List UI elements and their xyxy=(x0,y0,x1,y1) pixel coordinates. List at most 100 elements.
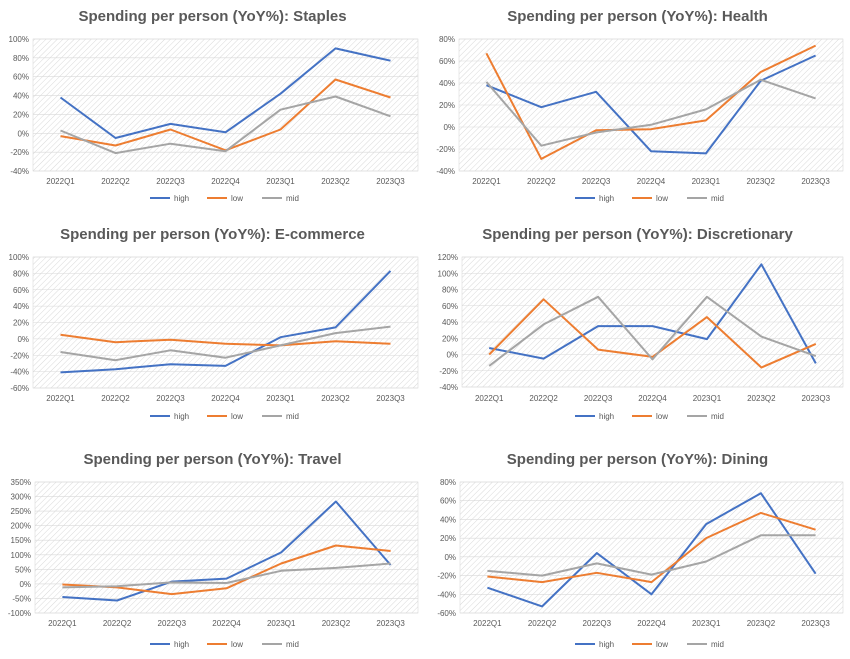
legend-label: mid xyxy=(711,412,724,421)
y-tick-label: 60% xyxy=(442,302,458,311)
chart-title: Spending per person (YoY%): Dining xyxy=(506,451,769,468)
x-tick-label: 2022Q4 xyxy=(637,619,666,628)
x-tick-label: 2023Q3 xyxy=(801,177,830,186)
y-tick-label: -20% xyxy=(437,572,456,581)
y-tick-label: 80% xyxy=(439,35,455,44)
legend-label: high xyxy=(599,640,614,649)
line-chart-svg: -40% -20% 0% 20% 40% 60% 80% 100% 120% 2022Q1 2022… xyxy=(438,253,844,421)
x-tick-label: 2023Q3 xyxy=(376,619,405,628)
plot-area xyxy=(32,38,419,172)
plot-area xyxy=(459,481,844,614)
y-tick-label: -20% xyxy=(10,351,29,360)
x-tick-label: 2022Q3 xyxy=(156,394,185,403)
y-tick-label: -40% xyxy=(10,167,29,176)
x-tick-label: 2023Q1 xyxy=(267,619,296,628)
chart-panel: Spending per person (YoY%): Travel -100% -… xyxy=(0,436,425,654)
chart-title: Spending per person (YoY%): Discretionar… xyxy=(482,226,793,243)
x-tick-label: 2023Q2 xyxy=(321,394,350,403)
series-line-mid xyxy=(62,562,391,589)
y-tick-label: 80% xyxy=(442,286,458,295)
y-tick-label: 80% xyxy=(440,478,456,487)
chart-title: Spending per person (YoY%): Health xyxy=(507,8,768,25)
x-tick-label: 2022Q2 xyxy=(529,394,558,403)
x-tick-label: 2023Q2 xyxy=(321,177,350,186)
y-tick-label: 60% xyxy=(13,286,29,295)
x-tick-label: 2022Q3 xyxy=(156,177,185,186)
series-line-low xyxy=(487,511,816,584)
y-tick-label: 0% xyxy=(19,580,31,589)
y-tick-label: 150% xyxy=(11,536,31,545)
x-tick-label: 2023Q1 xyxy=(266,177,295,186)
y-tick-label: 0% xyxy=(444,553,456,562)
y-tick-label: 20% xyxy=(13,110,29,119)
y-tick-label: 0% xyxy=(17,129,29,138)
y-tick-label: 40% xyxy=(13,92,29,101)
line-chart-svg: -40% -20% 0% 20% 40% 60% 80% 100% 2022Q1 2022Q2 20… xyxy=(9,35,419,203)
x-tick-label: 2023Q3 xyxy=(802,394,831,403)
series-line-low xyxy=(485,44,817,160)
x-tick-label: 2022Q2 xyxy=(101,394,130,403)
y-tick-label: 100% xyxy=(9,35,29,44)
y-tick-label: 200% xyxy=(11,522,31,531)
x-tick-label: 2023Q1 xyxy=(692,177,721,186)
y-tick-label: 80% xyxy=(13,269,29,278)
x-tick-label: 2023Q3 xyxy=(376,177,405,186)
line-chart-svg: -40% -20% 0% 20% 40% 60% 80% 2022Q1 2022Q2 2022Q3… xyxy=(436,35,844,203)
x-tick-label: 2023Q3 xyxy=(376,394,405,403)
y-tick-label: -60% xyxy=(437,609,456,618)
x-tick-label: 2022Q4 xyxy=(212,619,241,628)
series-line-high xyxy=(489,263,817,364)
y-tick-label: 60% xyxy=(440,497,456,506)
y-tick-label: 100% xyxy=(438,269,458,278)
series-line-high xyxy=(60,270,392,374)
x-tick-label: 2022Q1 xyxy=(46,394,75,403)
y-tick-label: 20% xyxy=(13,319,29,328)
x-tick-label: 2022Q3 xyxy=(158,619,187,628)
line-chart-svg: -100% -50% 0% 50% 100% 150% 200% 250% 300% 350% 20… xyxy=(8,478,419,649)
x-tick-label: 2023Q1 xyxy=(692,619,721,628)
y-tick-label: -40% xyxy=(10,368,29,377)
y-tick-label: 60% xyxy=(439,57,455,66)
y-tick-label: -40% xyxy=(436,167,455,176)
legend-label: low xyxy=(231,640,243,649)
y-tick-label: 0% xyxy=(443,123,455,132)
chart-panel: Spending per person (YoY%): Staples -40% -… xyxy=(0,0,425,218)
y-tick-label: 80% xyxy=(13,54,29,63)
y-tick-label: 20% xyxy=(440,534,456,543)
x-tick-label: 2022Q4 xyxy=(637,177,666,186)
y-tick-label: -20% xyxy=(436,145,455,154)
chart-panel: Spending per person (YoY%): E-commerce -6… xyxy=(0,218,425,436)
x-tick-label: 2022Q2 xyxy=(528,619,557,628)
y-tick-label: 0% xyxy=(17,335,29,344)
x-tick-label: 2022Q3 xyxy=(583,619,612,628)
line-chart-svg: -60% -40% -20% 0% 20% 40% 60% 80% 100% 2022Q1 2022… xyxy=(9,253,419,421)
line-chart-svg: -60% -40% -20% 0% 20% 40% 60% 80% 2022Q1 2022Q2 20… xyxy=(437,478,844,649)
legend-label: low xyxy=(231,194,243,203)
x-tick-label: 2022Q4 xyxy=(211,177,240,186)
x-tick-label: 2023Q1 xyxy=(693,394,722,403)
x-tick-label: 2023Q2 xyxy=(747,394,776,403)
x-tick-label: 2022Q1 xyxy=(473,619,502,628)
y-tick-label: 60% xyxy=(13,73,29,82)
y-tick-label: 100% xyxy=(9,253,29,262)
x-tick-label: 2023Q2 xyxy=(746,177,775,186)
y-tick-label: 20% xyxy=(442,334,458,343)
x-tick-label: 2023Q3 xyxy=(801,619,830,628)
series-line-mid xyxy=(60,325,391,362)
legend-label: low xyxy=(656,640,668,649)
x-tick-label: 2022Q3 xyxy=(584,394,613,403)
legend-label: mid xyxy=(286,194,299,203)
y-tick-label: 0% xyxy=(446,351,458,360)
series-line-mid xyxy=(487,534,816,577)
x-tick-label: 2022Q1 xyxy=(48,619,77,628)
legend-label: high xyxy=(174,412,189,421)
series-line-low xyxy=(60,333,391,347)
x-tick-label: 2022Q3 xyxy=(582,177,611,186)
y-tick-label: 250% xyxy=(11,507,31,516)
y-tick-label: -40% xyxy=(437,590,456,599)
y-tick-label: 20% xyxy=(439,101,455,110)
x-tick-label: 2023Q2 xyxy=(322,619,351,628)
x-tick-label: 2022Q1 xyxy=(46,177,75,186)
series-line-low xyxy=(62,544,391,596)
series-line-mid xyxy=(60,95,391,155)
